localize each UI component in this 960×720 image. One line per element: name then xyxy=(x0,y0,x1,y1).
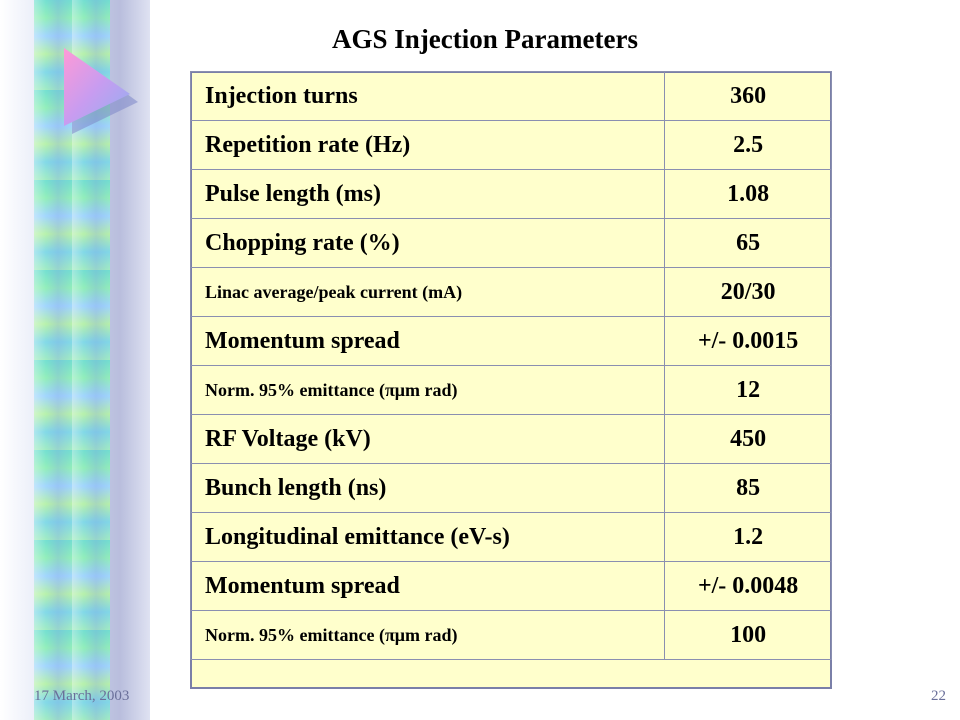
parameter-value: 1.2 xyxy=(664,512,832,562)
table-row: Repetition rate (Hz) 2.5 xyxy=(189,120,832,170)
parameter-value: 12 xyxy=(664,365,832,415)
parameter-label: RF Voltage (kV) xyxy=(189,414,666,464)
parameter-value: 85 xyxy=(664,463,832,513)
table-row: Injection turns 360 xyxy=(189,71,832,121)
page-title: AGS Injection Parameters xyxy=(332,24,638,54)
parameter-label: Momentum spread xyxy=(189,316,666,366)
table-row: Momentum spread +/- 0.0015 xyxy=(189,316,832,366)
parameters-table: Injection turns 360 Repetition rate (Hz) 2.… xyxy=(189,71,832,660)
table-row: Longitudinal emittance (eV-s) 1.2 xyxy=(189,512,832,562)
parameter-label: Linac average/peak current (mA) xyxy=(189,267,666,317)
parameter-label: Norm. 95% emittance (πμm rad) xyxy=(189,610,666,660)
parameter-label: Injection turns xyxy=(189,71,666,121)
parameter-label: Momentum spread xyxy=(189,561,666,611)
table-row: Norm. 95% emittance (πμm rad) 100 xyxy=(189,610,832,660)
parameter-value: 1.08 xyxy=(664,169,832,219)
slide-page-number: 22 xyxy=(931,688,946,704)
parameter-value: 360 xyxy=(664,71,832,121)
parameter-value: 20/30 xyxy=(664,267,832,317)
parameter-value: +/- 0.0048 xyxy=(664,561,832,611)
parameter-label: Pulse length (ms) xyxy=(189,169,666,219)
table-row: Momentum spread +/- 0.0048 xyxy=(189,561,832,611)
parameter-value: 100 xyxy=(664,610,832,660)
table-row: Bunch length (ns) 85 xyxy=(189,463,832,513)
slide-date: 17 March, 2003 xyxy=(34,688,130,704)
table-row: Pulse length (ms) 1.08 xyxy=(189,169,832,219)
parameter-value: +/- 0.0015 xyxy=(664,316,832,366)
parameter-value: 65 xyxy=(664,218,832,268)
parameter-value: 450 xyxy=(664,414,832,464)
table-row: Norm. 95% emittance (πμm rad) 12 xyxy=(189,365,832,415)
table-row: RF Voltage (kV) 450 xyxy=(189,414,832,464)
parameter-label: Chopping rate (%) xyxy=(189,218,666,268)
parameter-label: Repetition rate (Hz) xyxy=(189,120,666,170)
parameter-value: 2.5 xyxy=(664,120,832,170)
parameter-label: Longitudinal emittance (eV-s) xyxy=(189,512,666,562)
parameter-label: Bunch length (ns) xyxy=(189,463,666,513)
play-triangle-icon xyxy=(64,48,138,134)
table-row: Chopping rate (%) 65 xyxy=(189,218,832,268)
table-row: Linac average/peak current (mA) 20/30 xyxy=(189,267,832,317)
parameter-label: Norm. 95% emittance (πμm rad) xyxy=(189,365,666,415)
